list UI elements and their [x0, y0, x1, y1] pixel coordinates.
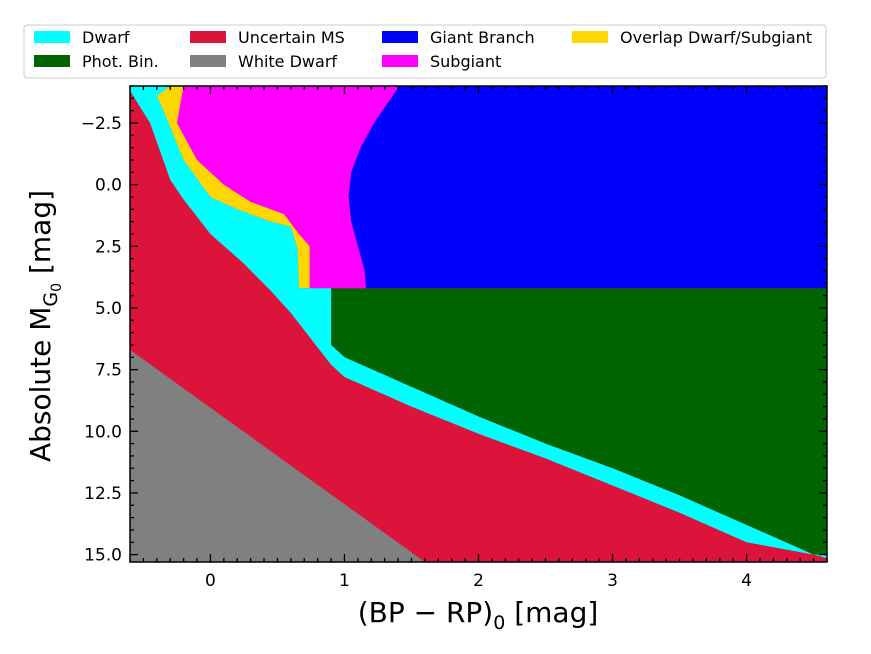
y-tick-label: 15.0	[84, 546, 122, 566]
axis-ticks	[129, 85, 828, 562]
legend-swatch	[34, 31, 70, 43]
legend-item-giant: Giant Branch	[382, 28, 535, 47]
axis-tick-labels: 0 1 2 3 4 −2.5 0.0 2.5 5.0 7.5 10.0 12.5 15.0	[81, 114, 752, 591]
legend-item-whitedwarf: White Dwarf	[190, 52, 337, 71]
legend-label: Overlap Dwarf/Subgiant	[620, 28, 812, 47]
legend-swatch	[190, 55, 226, 67]
plot-regions	[130, 86, 827, 562]
y-tick-label: −2.5	[81, 114, 122, 134]
x-tick-label: 2	[473, 571, 484, 591]
y-tick-label: 7.5	[95, 361, 122, 381]
legend-swatch	[382, 55, 418, 67]
legend-item-overlap: Overlap Dwarf/Subgiant	[572, 28, 812, 47]
legend-item-subgiant: Subgiant	[382, 52, 501, 71]
region-overlap	[156, 86, 310, 289]
legend-label: White Dwarf	[238, 52, 337, 71]
legend-item-dwarf: Dwarf	[34, 28, 130, 47]
y-tick-label: 2.5	[95, 237, 122, 257]
y-tick-label: 5.0	[95, 299, 122, 319]
x-tick-label: 3	[607, 571, 618, 591]
region-photbin	[331, 288, 827, 555]
legend-swatch	[34, 55, 70, 67]
legend-item-uncertain: Uncertain MS	[190, 28, 345, 47]
x-tick-label: 0	[205, 571, 216, 591]
region-whitedwarf	[130, 349, 425, 562]
region-subgiant	[156, 86, 400, 289]
legend-swatch	[190, 31, 226, 43]
legend: Dwarf Phot. Bin. Uncertain MS White Dwarf Gi…	[23, 24, 827, 79]
legend-label: Dwarf	[82, 28, 130, 47]
x-tick-label: 1	[339, 571, 350, 591]
y-tick-label: 12.5	[84, 484, 122, 504]
legend-swatch	[572, 31, 608, 43]
x-tick-label: 4	[741, 571, 752, 591]
y-tick-label: 10.0	[84, 422, 122, 442]
x-axis-label: (BP − RP)0 [mag]	[358, 596, 599, 634]
legend-label: Uncertain MS	[238, 28, 345, 47]
legend-label: Giant Branch	[430, 28, 535, 47]
y-tick-label: 0.0	[95, 176, 122, 196]
region-giant	[348, 86, 827, 289]
legend-swatch	[382, 31, 418, 43]
y-axis-label: Absolute MG0 [mag]	[24, 190, 65, 462]
legend-item-photbin: Phot. Bin.	[34, 52, 159, 71]
legend-label: Subgiant	[430, 52, 501, 71]
legend-label: Phot. Bin.	[82, 52, 159, 71]
